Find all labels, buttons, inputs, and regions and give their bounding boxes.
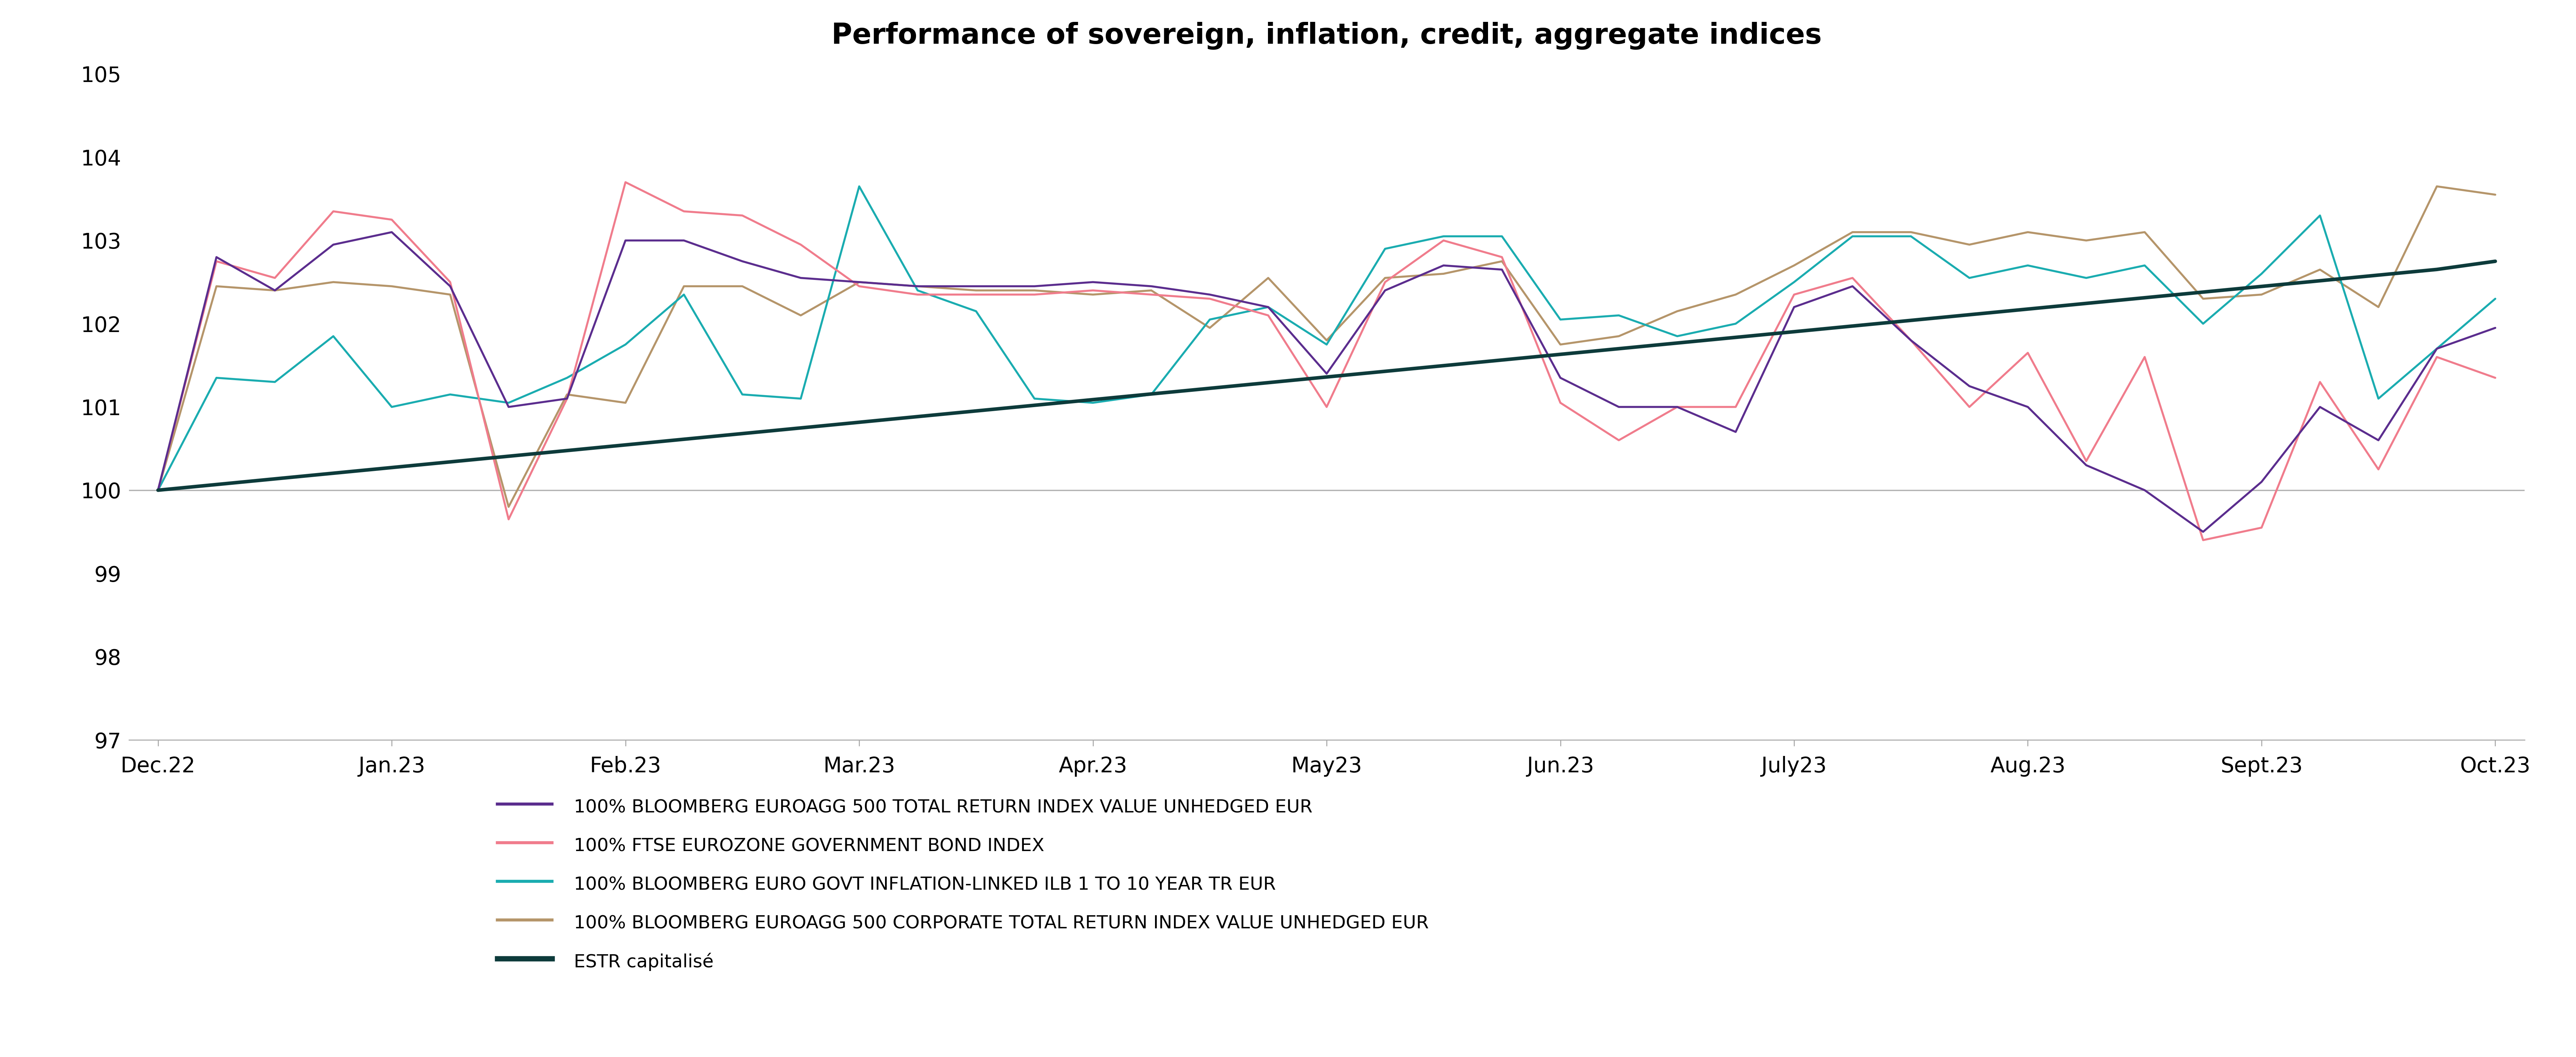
Legend: 100% BLOOMBERG EUROAGG 500 TOTAL RETURN INDEX VALUE UNHEDGED EUR, 100% FTSE EURO: 100% BLOOMBERG EUROAGG 500 TOTAL RETURN … [497,796,1430,972]
Title: Performance of sovereign, inflation, credit, aggregate indices: Performance of sovereign, inflation, cre… [832,22,1821,50]
